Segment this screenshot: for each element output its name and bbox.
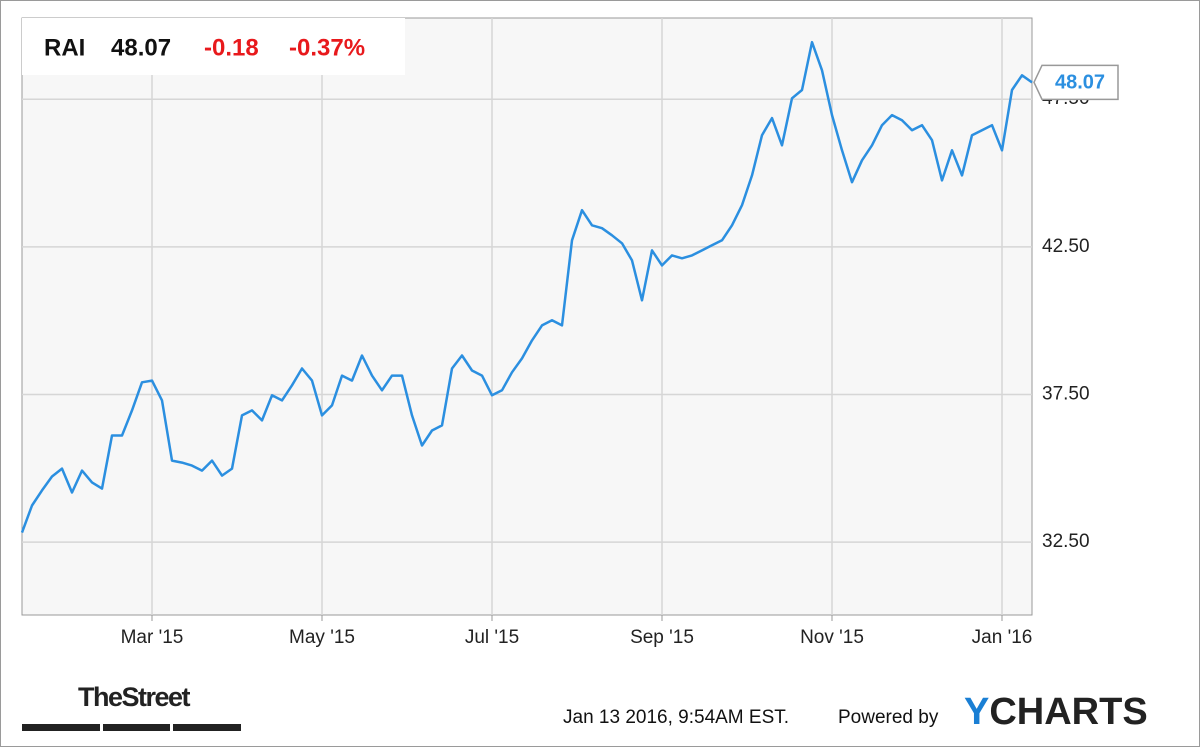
lines [20, 40, 1033, 534]
powered-by: Powered by [838, 707, 939, 728]
change: -0.18 [204, 34, 259, 61]
plot-area [21, 17, 1033, 616]
logo-bar [103, 724, 170, 731]
x-tick-label: Mar '15 [121, 627, 184, 648]
x-tick-label: Jul '15 [465, 627, 519, 648]
source-logo: TheStreet [78, 682, 191, 712]
x-tick-label: Nov '15 [800, 627, 864, 648]
quote-box [22, 18, 405, 75]
y-tick-label: 37.50 [1042, 383, 1090, 404]
brand-rest: CHARTS [989, 691, 1147, 733]
logo-bar [173, 724, 241, 731]
change-percent: -0.37% [289, 34, 365, 61]
last-price-flag [1033, 64, 1119, 101]
y-tick-label: 42.50 [1042, 236, 1090, 257]
logo-bar [22, 724, 100, 731]
x-tick-label: Sep '15 [630, 627, 694, 648]
price-line [20, 40, 1033, 534]
timestamp: Jan 13 2016, 9:54AM EST. [563, 707, 789, 728]
brand-y: Y [964, 691, 989, 733]
x-tick-label: Jan '16 [972, 627, 1033, 648]
last-price-label: 48.07 [1055, 72, 1105, 94]
y-tick-label: 32.50 [1042, 531, 1090, 552]
price: 48.07 [111, 34, 171, 61]
x-tick-label: May '15 [289, 627, 355, 648]
ticker: RAI [44, 34, 85, 61]
brand: YCHARTS [964, 691, 1148, 733]
